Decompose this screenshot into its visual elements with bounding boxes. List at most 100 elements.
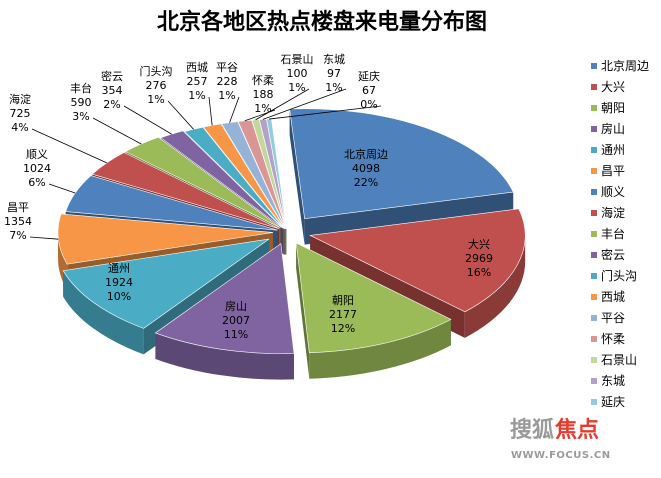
slice-value-label: 1354 — [4, 215, 32, 228]
legend-swatch — [591, 105, 597, 111]
pie-slice-top-房山 — [154, 243, 295, 354]
slice-value-label: 725 — [10, 107, 31, 120]
legend-item-石景山: 石景山 — [591, 353, 637, 367]
chart-title: 北京各地区热点楼盘来电量分布图 — [157, 9, 487, 35]
legend-label: 顺义 — [601, 185, 625, 199]
slice-name-label: 石景山 — [281, 53, 314, 66]
leader-line-丰台 — [92, 117, 142, 145]
legend-label: 东城 — [601, 374, 625, 388]
legend-item-平谷: 平谷 — [591, 311, 625, 325]
legend-swatch — [591, 378, 597, 384]
leader-line-海淀 — [31, 128, 107, 164]
slice-percent-label: 16% — [467, 266, 491, 279]
slice-name-label: 丰台 — [70, 81, 92, 95]
slice-name-label: 密云 — [101, 69, 123, 83]
pie-slice-top-平谷 — [221, 121, 286, 229]
pie-slice-top-海淀 — [91, 152, 280, 229]
pie-slice-top-密云 — [160, 130, 284, 229]
legend-label: 大兴 — [601, 80, 625, 94]
leader-line-昌平 — [29, 236, 59, 240]
pie-slice-top-西城 — [202, 123, 286, 230]
slice-value-label: 67 — [362, 84, 376, 97]
legend-swatch — [591, 294, 597, 300]
slice-value-label: 257 — [187, 75, 208, 88]
legend-label: 石景山 — [601, 353, 637, 367]
slice-value-label: 276 — [146, 79, 167, 92]
slice-percent-label: 22% — [354, 176, 378, 189]
pie-slice-top-朝阳 — [295, 242, 452, 354]
slice-name-label: 延庆 — [358, 69, 380, 83]
legend-swatch — [591, 168, 597, 174]
legend-label: 密云 — [601, 247, 625, 262]
legend-swatch — [591, 315, 597, 321]
slice-percent-label: 12% — [331, 322, 355, 335]
legend-label: 门头沟 — [601, 268, 637, 283]
legend-swatch — [591, 273, 597, 279]
legend-item-东城: 东城 — [591, 374, 625, 388]
slice-value-label: 590 — [71, 96, 92, 109]
legend-swatch — [591, 357, 597, 363]
slice-value-label: 2007 — [222, 314, 250, 327]
legend-item-门头沟: 门头沟 — [591, 268, 637, 283]
legend-swatch — [591, 336, 597, 342]
slice-name-label: 顺义 — [26, 148, 48, 161]
legend-label: 房山 — [601, 121, 625, 136]
pie-slice-top-通州 — [62, 238, 270, 329]
slice-name-label: 昌平 — [7, 201, 29, 214]
slice-value-label: 1024 — [23, 162, 51, 175]
pie-slice-top-丰台 — [124, 136, 281, 229]
slice-percent-label: 2% — [103, 98, 120, 111]
slice-value-label: 354 — [102, 84, 123, 97]
leader-line-石景山 — [255, 88, 310, 121]
slice-value-label: 2177 — [329, 308, 357, 321]
legend-item-房山: 房山 — [591, 121, 625, 136]
leader-line-密云 — [123, 105, 172, 135]
slice-percent-label: 1% — [147, 93, 164, 106]
legend-item-大兴: 大兴 — [591, 80, 625, 94]
pie-slice-top-大兴 — [309, 208, 526, 313]
legend-swatch — [591, 84, 597, 90]
legend-item-延庆: 延庆 — [591, 395, 625, 409]
slice-percent-label: 1% — [188, 89, 205, 102]
slice-percent-label: 1% — [218, 89, 235, 102]
slice-percent-label: 0% — [360, 98, 377, 111]
slice-value-label: 97 — [327, 67, 341, 80]
slice-value-label: 2969 — [465, 252, 493, 265]
legend-label: 海淀 — [601, 205, 625, 220]
legend-label: 丰台 — [601, 226, 625, 241]
legend-item-西城: 西城 — [591, 290, 625, 304]
slice-percent-label: 6% — [28, 176, 45, 189]
legend-label: 昌平 — [601, 164, 625, 178]
leader-lines — [29, 88, 382, 240]
legend-swatch — [591, 63, 597, 69]
leader-line-门头沟 — [167, 100, 194, 130]
leader-line-顺义 — [48, 183, 76, 194]
watermark-brand: 搜狐 — [510, 417, 554, 443]
slice-name-label: 通州 — [108, 262, 130, 275]
slice-name-label: 朝阳 — [332, 294, 354, 307]
slice-value-label: 1924 — [105, 276, 133, 289]
slice-name-label: 东城 — [323, 53, 345, 66]
legend-item-昌平: 昌平 — [591, 164, 625, 178]
legend-item-丰台: 丰台 — [591, 226, 625, 241]
legend-item-朝阳: 朝阳 — [591, 101, 625, 115]
slice-percent-label: 1% — [254, 102, 271, 115]
legend-label: 通州 — [601, 143, 625, 157]
slice-value-label: 100 — [287, 67, 308, 80]
legend-label: 平谷 — [601, 311, 625, 325]
leader-line-延庆 — [268, 105, 382, 120]
